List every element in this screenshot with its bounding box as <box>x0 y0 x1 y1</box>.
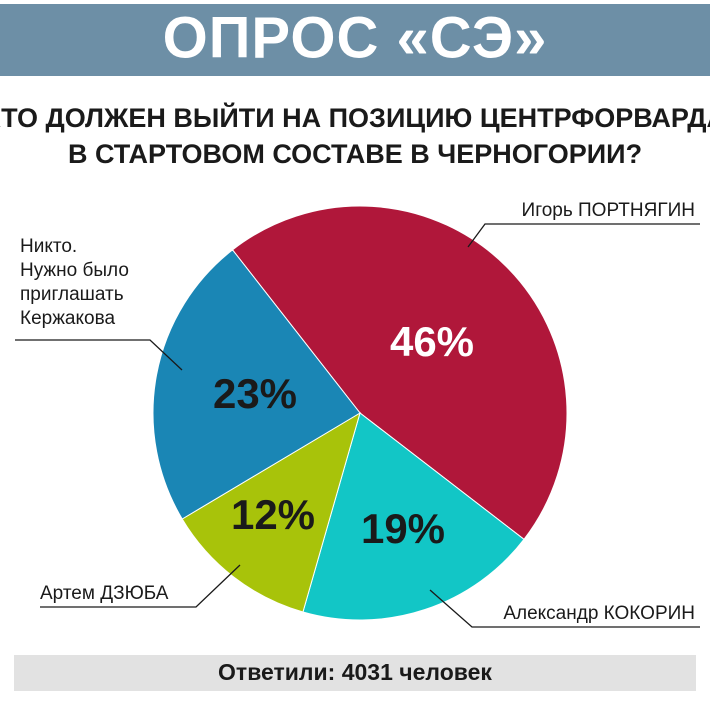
pie-slice <box>181 411 361 613</box>
category-label-line: Артем ДЗЮБА <box>40 583 169 604</box>
leader-line <box>467 223 700 248</box>
pie-slice <box>302 412 525 621</box>
category-label-line: Никто. <box>20 236 77 257</box>
category-label: Никто. Нужно было приглашать Кержакова <box>20 236 129 329</box>
footer-band <box>14 655 696 691</box>
category-label: Александр КОКОРИН <box>503 603 695 624</box>
pie-slice <box>152 249 361 520</box>
pie-slice <box>231 205 568 541</box>
category-label-line: Александр КОКОРИН <box>503 603 695 624</box>
chart-title: ОПРОС «СЭ» <box>163 5 548 70</box>
category-label-line: Нужно было <box>20 260 129 281</box>
value-label: 12% <box>231 491 315 538</box>
category-label-line: Кержакова <box>20 308 115 329</box>
leader-line <box>15 339 183 371</box>
value-label: 46% <box>390 318 474 365</box>
title-banner <box>0 4 710 76</box>
subtitle-line: КТО ДОЛЖЕН ВЫЙТИ НА ПОЗИЦИЮ ЦЕНТРФОРВАРД… <box>0 102 710 133</box>
category-label-line: приглашать <box>20 284 124 305</box>
value-label: 19% <box>361 505 445 552</box>
category-label: Игорь ПОРТНЯГИН <box>522 200 695 221</box>
leader-line <box>40 564 241 608</box>
subtitle-line: В СТАРТОВОМ СОСТАВЕ В ЧЕРНОГОРИИ? <box>68 139 642 169</box>
leader-line <box>429 589 700 628</box>
value-label: 23% <box>213 370 297 417</box>
footer-note: Ответили: 4031 человек <box>218 659 492 685</box>
category-label-line: Игорь ПОРТНЯГИН <box>522 200 695 221</box>
category-label: Артем ДЗЮБА <box>40 583 169 604</box>
